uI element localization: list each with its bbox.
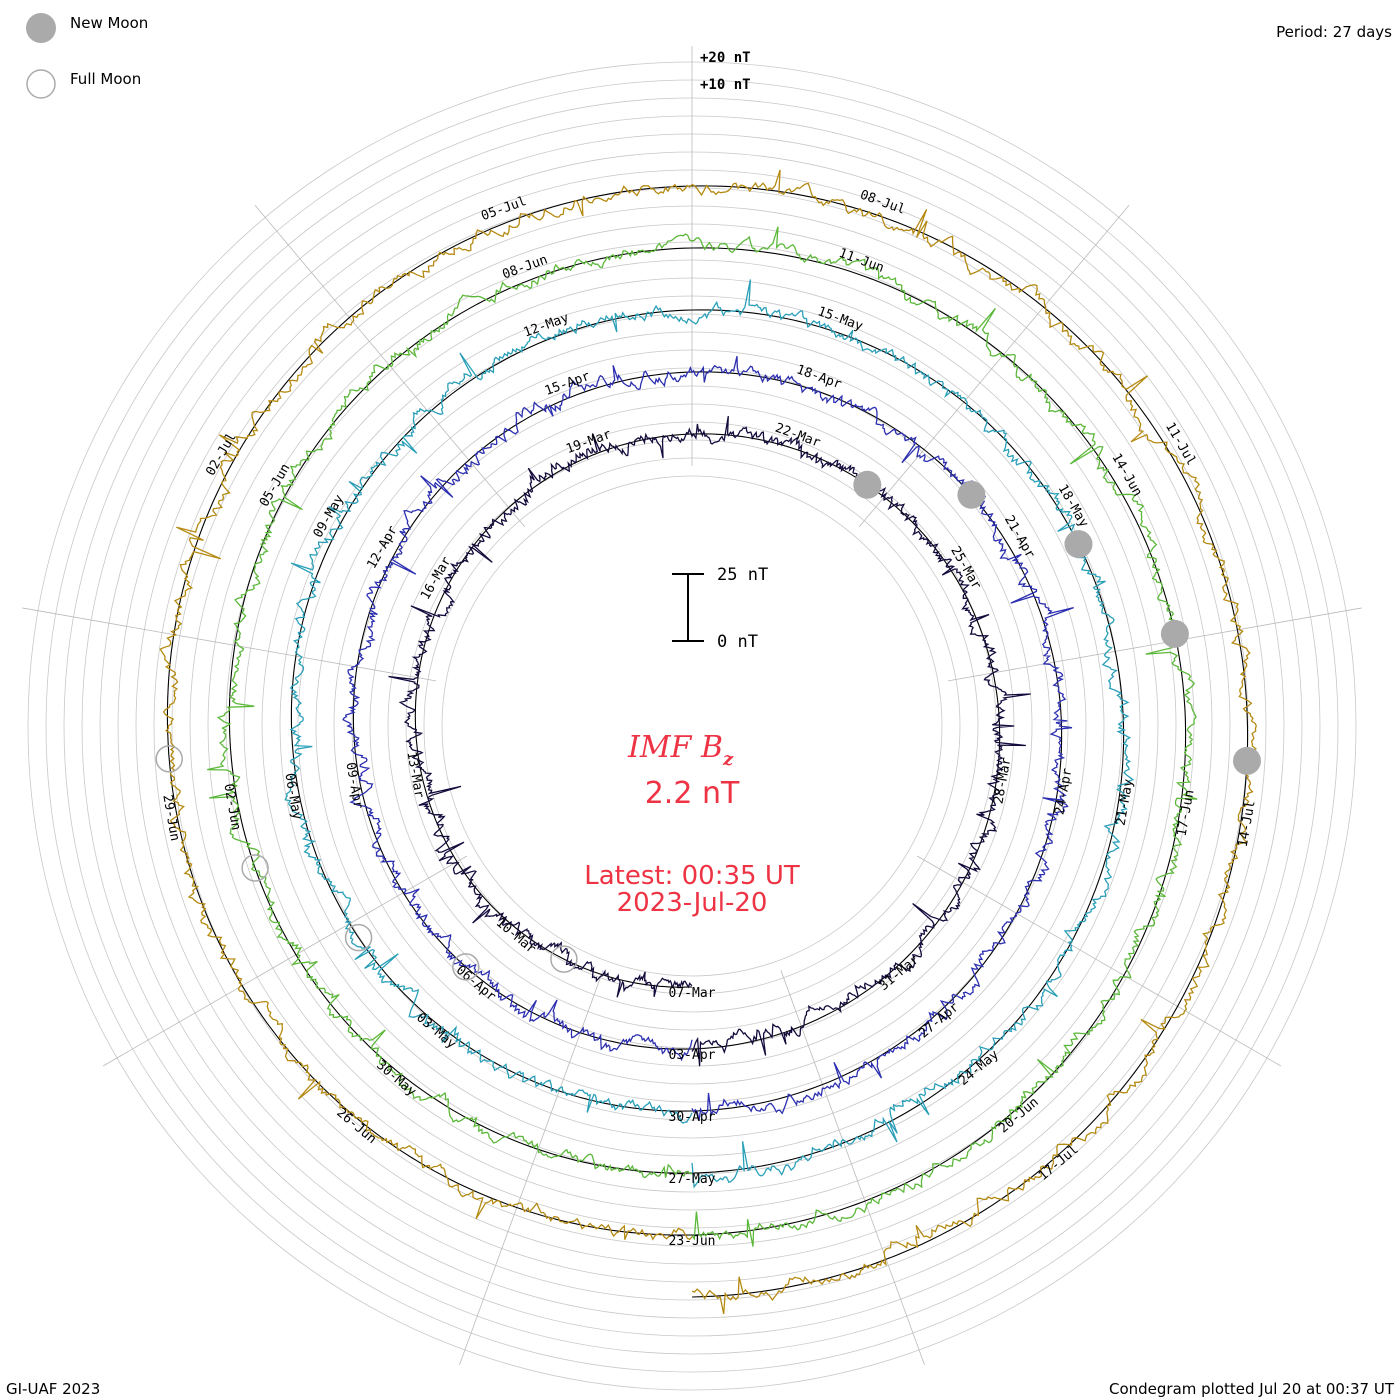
date-label: 16-Mar [418, 554, 455, 602]
new-moon-marker [957, 480, 986, 509]
grid-spoke [459, 970, 604, 1366]
new-moon-icon [26, 13, 56, 43]
date-label: 27-May [669, 1172, 716, 1187]
grid-spokes [22, 46, 1362, 1366]
series-line [207, 226, 1198, 1247]
date-label: 15-Apr [543, 369, 592, 399]
grid-spoke [780, 970, 925, 1366]
period-label: Period: 27 days [1276, 23, 1392, 41]
latest-date: 2023-Jul-20 [617, 888, 768, 918]
date-label: 17-Jun [1175, 789, 1198, 838]
date-label: 26-Jun [333, 1105, 379, 1147]
grid-spoke [22, 607, 437, 682]
full-moon-marker [344, 923, 373, 952]
grid-ring [333, 367, 1051, 1085]
grid-spoke [102, 855, 468, 1067]
date-label: 19-Mar [564, 427, 613, 457]
grid-spoke [858, 204, 1130, 528]
scale-bar [672, 573, 704, 642]
date-label: 24-May [956, 1047, 1002, 1089]
date-label: 30-May [373, 1058, 419, 1100]
date-label: 31-Mar [877, 952, 923, 994]
scale-bar-top-label: 25 nT [717, 565, 768, 585]
moon-markers [155, 470, 1261, 981]
series-line [342, 356, 1074, 1121]
date-label: 06-May [281, 772, 304, 821]
date-label: 13-Mar [403, 750, 426, 799]
latest-time: Latest: 00:35 UT [584, 861, 800, 891]
scale-bar-bottom-label: 0 nT [717, 632, 758, 652]
new-moon-marker [1160, 619, 1189, 648]
new-moon-marker [1233, 746, 1261, 775]
full-moon-icon [26, 69, 56, 99]
date-label: 23-Jun [669, 1234, 716, 1249]
full-moon-marker [452, 953, 480, 981]
ring-label-plus10: +10 nT [700, 77, 751, 93]
date-label: 15-May [815, 304, 864, 334]
grid-spoke [916, 855, 1282, 1067]
date-label: 02-Jun [220, 783, 243, 832]
date-label: 03-Apr [669, 1048, 716, 1063]
date-label: 08-Jul [858, 188, 907, 218]
current-value: 2.2 nT [645, 776, 740, 811]
zero-baseline [166, 185, 1249, 1298]
date-label: 09-Apr [342, 761, 365, 810]
grid-ring [441, 475, 943, 977]
new-moon-marker [853, 470, 882, 499]
ring-label-plus20: +20 nT [700, 50, 751, 66]
date-label: 02-Jul [203, 430, 239, 478]
date-label: 29-Jun [159, 793, 182, 842]
date-label: 28-Mar [991, 756, 1014, 805]
full-moon-legend: Full Moon [70, 70, 142, 88]
bz-traces [159, 169, 1258, 1315]
plotted-label: Condegram plotted Jul 20 at 00:37 UT [1108, 1380, 1394, 1398]
date-label: 14-Jun [1108, 451, 1144, 499]
series-line [388, 415, 1031, 1067]
full-moon-marker [155, 745, 183, 773]
credit-label: GI-UAF 2023 [6, 1380, 101, 1398]
full-moon-marker [241, 854, 269, 882]
date-label: 22-Mar [773, 421, 822, 451]
date-label: 18-May [1055, 482, 1092, 530]
date-label: 14-Jul [1236, 799, 1259, 848]
date-label: 21-Apr [1001, 513, 1038, 561]
grid-ring [387, 421, 997, 1031]
series-line [159, 169, 1258, 1315]
date-label: 27-Apr [916, 1000, 962, 1042]
new-moon-legend: New Moon [70, 14, 149, 32]
parameter-title: IMF Bz [627, 730, 734, 770]
date-label: 12-May [522, 310, 571, 340]
date-label: 07-Mar [669, 986, 716, 1001]
date-label: 05-Jul [479, 194, 528, 224]
date-label: 11-Jun [837, 246, 886, 276]
new-moon-marker [1064, 530, 1093, 559]
grid-spoke [947, 607, 1362, 682]
date-label: 30-Apr [669, 1110, 716, 1125]
zero-baselines [166, 185, 1249, 1298]
series-line [284, 279, 1135, 1189]
grid-ring [369, 403, 1015, 1049]
full-moon-marker [550, 945, 578, 973]
